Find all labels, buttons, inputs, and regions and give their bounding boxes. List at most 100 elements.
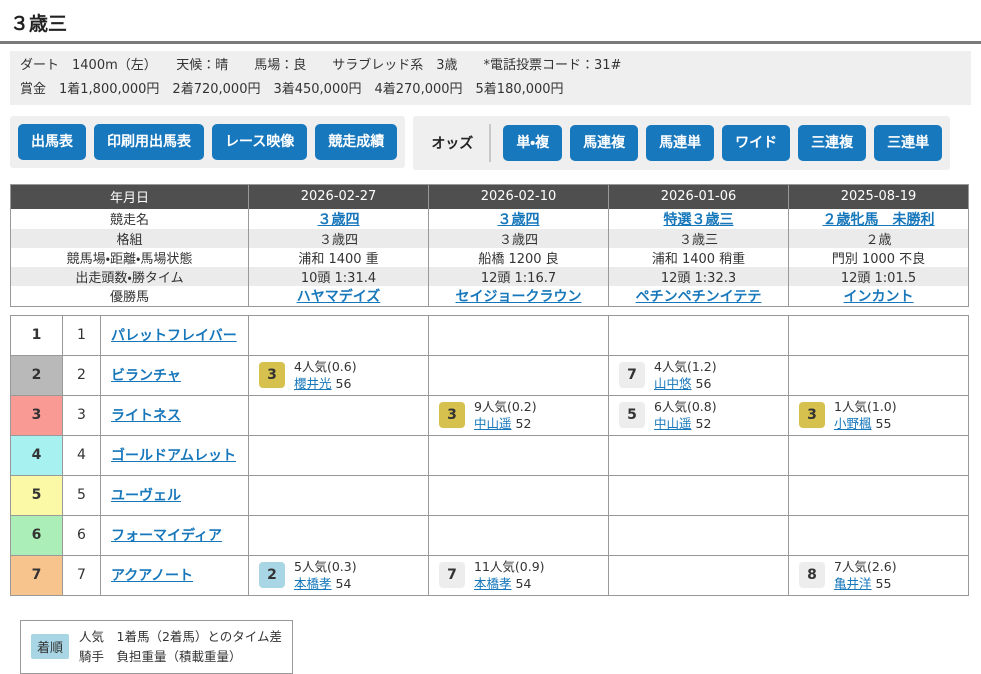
print-entries-button[interactable]: 印刷用出馬表 bbox=[94, 124, 204, 160]
result-cell-empty bbox=[608, 554, 789, 596]
jockey-link[interactable]: 山中悠 bbox=[654, 376, 692, 391]
trio-odds-button[interactable]: 三連複 bbox=[798, 125, 867, 161]
weight-text: 54 bbox=[515, 576, 532, 591]
grade-value: ２歳 bbox=[788, 228, 969, 248]
horse-name-link[interactable]: ユーヴェル bbox=[111, 488, 181, 504]
weight-text: 52 bbox=[695, 416, 712, 431]
result-cell-empty bbox=[428, 474, 609, 516]
popularity-text: 5人気(0.3) bbox=[294, 559, 357, 574]
jockey-link[interactable]: 本橋孝 bbox=[474, 576, 512, 591]
jockey-link[interactable]: 亀井洋 bbox=[834, 576, 872, 591]
race-name-link[interactable]: ３歳四 bbox=[317, 211, 360, 228]
horse-name-link[interactable]: ゴールドアムレット bbox=[111, 448, 237, 464]
odds-button-group: オッズ 単・複 馬連複 馬連単 ワイド 三連複 三連単 bbox=[413, 116, 951, 170]
row-label: 競走名 bbox=[10, 208, 249, 229]
page-title: ３歳三 bbox=[0, 0, 981, 44]
winner-row: 優勝馬 ハヤマデイズ セイジョークラウン ペチンペチンイテテ インカント bbox=[10, 285, 969, 306]
heads-time-value: 10頭 1:31.4 bbox=[248, 266, 429, 286]
legend: 着順 人気 1着馬（2着馬）とのタイム差 騎手 負担重量（積載重量） bbox=[20, 619, 294, 674]
frame-number: 5 bbox=[10, 474, 63, 516]
weight-text: 56 bbox=[695, 376, 712, 391]
popularity-text: 1人気(1.0) bbox=[834, 399, 897, 414]
result-cell-empty bbox=[248, 474, 429, 516]
frame-number: 4 bbox=[10, 434, 63, 476]
race-results-button[interactable]: 競走成績 bbox=[315, 124, 398, 160]
race-video-button[interactable]: レース映像 bbox=[212, 124, 308, 160]
race-name-link[interactable]: 特選３歳三 bbox=[663, 211, 734, 228]
race-name-link[interactable]: ３歳四 bbox=[497, 211, 540, 228]
popularity-text: 6人気(0.8) bbox=[654, 399, 717, 414]
trifecta-odds-button[interactable]: 三連単 bbox=[874, 125, 943, 161]
finish-position-badge: 2 bbox=[259, 562, 285, 588]
history-date: 2026-02-10 bbox=[428, 184, 609, 209]
finish-position-badge: 8 bbox=[799, 562, 825, 588]
horse-row: 2 2 ビランチャ 3 4人気(0.6) 櫻井光 56 7 4人気(1.2) bbox=[10, 354, 969, 396]
grade-row: 格組 ３歳四 ３歳四 ３歳三 ２歳 bbox=[10, 228, 969, 248]
frame-number: 3 bbox=[10, 394, 63, 436]
horse-row: 5 5 ユーヴェル bbox=[10, 474, 969, 516]
result-cell-empty bbox=[248, 314, 429, 356]
result-cell-empty bbox=[608, 314, 789, 356]
jockey-link[interactable]: 本橋孝 bbox=[294, 576, 332, 591]
heads-time-row: 出走頭数・勝タイム 10頭 1:31.4 12頭 1:16.7 12頭 1:32… bbox=[10, 266, 969, 286]
race-info-panel: ダート 1400m（左） 天候：晴 馬場：良 サラブレッド系 3歳 *電話投票コ… bbox=[10, 51, 971, 105]
history-header-row: 年月日 2026-02-27 2026-02-10 2026-01-06 202… bbox=[10, 184, 969, 209]
horse-name-link[interactable]: アクアノート bbox=[111, 568, 194, 584]
winner-horse-link[interactable]: ハヤマデイズ bbox=[296, 288, 381, 305]
winner-horse-link[interactable]: ペチンペチンイテテ bbox=[635, 288, 762, 305]
track-value: 門別 1000 不良 bbox=[788, 247, 969, 267]
horse-number: 5 bbox=[62, 474, 101, 516]
horse-number: 6 bbox=[62, 514, 101, 556]
winner-horse-link[interactable]: インカント bbox=[843, 288, 914, 305]
jockey-link[interactable]: 小野楓 bbox=[834, 416, 872, 431]
horse-number: 1 bbox=[62, 314, 101, 356]
quinella-odds-button[interactable]: 馬連複 bbox=[570, 125, 639, 161]
result-cell-empty bbox=[248, 434, 429, 476]
result-cell-empty bbox=[788, 314, 969, 356]
entries-button[interactable]: 出馬表 bbox=[18, 124, 86, 160]
horse-name-link[interactable]: ビランチャ bbox=[111, 368, 181, 384]
finish-position-badge: 7 bbox=[619, 362, 645, 388]
win-place-odds-button[interactable]: 単・複 bbox=[503, 125, 563, 161]
history-date: 2025-08-19 bbox=[788, 184, 969, 209]
frame-number: 1 bbox=[10, 314, 63, 356]
weight-text: 52 bbox=[515, 416, 532, 431]
result-cell-empty bbox=[608, 514, 789, 556]
result-cell-empty bbox=[608, 474, 789, 516]
popularity-text: 9人気(0.2) bbox=[474, 399, 537, 414]
finish-position-badge: 5 bbox=[619, 402, 645, 428]
result-cell-empty bbox=[608, 434, 789, 476]
jockey-link[interactable]: 中山遥 bbox=[654, 416, 692, 431]
result-cell: 3 4人気(0.6) 櫻井光 56 bbox=[248, 354, 429, 396]
result-cell-empty bbox=[248, 394, 429, 436]
horse-row: 1 1 パレットフレイバー bbox=[10, 314, 969, 356]
race-prize-text: 賞金 1着1,800,000円 2着720,000円 3着450,000円 4着… bbox=[20, 82, 564, 97]
finish-position-legend-badge: 着順 bbox=[31, 634, 70, 659]
row-label: 優勝馬 bbox=[10, 285, 249, 306]
result-cell: 5 6人気(0.8) 中山遥 52 bbox=[608, 394, 789, 436]
result-cell-empty bbox=[428, 514, 609, 556]
wide-odds-button[interactable]: ワイド bbox=[722, 125, 791, 161]
result-cell: 8 7人気(2.6) 亀井洋 55 bbox=[788, 554, 969, 596]
popularity-text: 4人気(1.2) bbox=[654, 359, 717, 374]
horse-name-link[interactable]: ライトネス bbox=[111, 408, 181, 424]
horse-name-link[interactable]: パレットフレイバー bbox=[111, 328, 237, 344]
grade-value: ３歳四 bbox=[248, 228, 429, 248]
race-history-table: 年月日 2026-02-27 2026-02-10 2026-01-06 202… bbox=[10, 184, 969, 307]
horse-number: 7 bbox=[62, 554, 101, 596]
track-value: 浦和 1400 重 bbox=[248, 247, 429, 267]
winner-horse-link[interactable]: セイジョークラウン bbox=[455, 288, 582, 305]
result-cell-empty bbox=[248, 514, 429, 556]
row-label: 競馬場・距離・馬場状態 bbox=[10, 247, 249, 267]
result-cell-empty bbox=[428, 314, 609, 356]
weight-text: 55 bbox=[875, 576, 892, 591]
race-name-link[interactable]: ２歳牝馬 未勝利 bbox=[822, 211, 935, 228]
horse-name-link[interactable]: フォーマイディア bbox=[111, 528, 223, 544]
odds-label: オッズ bbox=[431, 136, 474, 152]
exacta-odds-button[interactable]: 馬連単 bbox=[646, 125, 715, 161]
row-label: 出走頭数・勝タイム bbox=[10, 266, 249, 286]
jockey-link[interactable]: 櫻井光 bbox=[294, 376, 332, 391]
weight-text: 56 bbox=[335, 376, 352, 391]
heads-time-value: 12頭 1:32.3 bbox=[608, 266, 789, 286]
jockey-link[interactable]: 中山遥 bbox=[474, 416, 512, 431]
